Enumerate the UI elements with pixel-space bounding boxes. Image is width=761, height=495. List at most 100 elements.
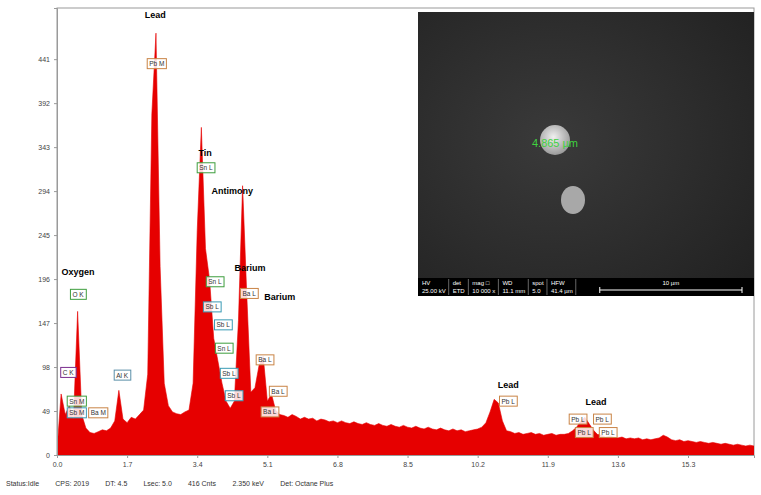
- tick: 1.7: [123, 455, 133, 468]
- tick-label: 294: [38, 188, 50, 195]
- tick-label: 11.9: [542, 461, 555, 468]
- peak-marker-box: [67, 396, 86, 406]
- tick: 98: [42, 364, 57, 371]
- sem-image: [418, 12, 754, 296]
- tick-label: 1.7: [123, 461, 133, 468]
- info-value: 11.1 mm: [502, 288, 525, 294]
- tick: 5.1: [263, 455, 273, 468]
- tick-label: 3.4: [193, 461, 203, 468]
- tick-label: 392: [38, 100, 50, 107]
- scale-bar-end: [599, 287, 600, 293]
- tick-label: 147: [38, 320, 50, 327]
- tick: 49: [42, 408, 57, 415]
- tick-label: 196: [38, 276, 50, 283]
- peak-marker-box: [241, 288, 259, 298]
- tick: 15.3: [682, 455, 696, 468]
- tick-mark: [54, 279, 57, 280]
- tick: 11.9: [542, 455, 555, 468]
- peak-marker: Sb L: [215, 320, 233, 330]
- peak-marker: Sb L: [220, 368, 238, 378]
- info-label: spot: [532, 280, 544, 286]
- peak-marker-label: Al K: [116, 372, 129, 379]
- peak-marker: Sn L: [215, 343, 233, 353]
- peak-marker-label: Ba L: [258, 356, 272, 363]
- peak-marker-box: [147, 59, 166, 69]
- tick-mark: [408, 455, 409, 458]
- element-label: Oxygen: [62, 267, 95, 277]
- peak-marker: C K: [61, 367, 77, 377]
- info-label: WD: [502, 280, 513, 286]
- tick-label: 98: [42, 364, 50, 371]
- info-value: 5.0: [532, 288, 541, 294]
- scale-bar-end: [742, 287, 743, 293]
- peak-marker-label: C K: [63, 369, 75, 376]
- peak-marker-box: [261, 407, 279, 417]
- status-text: 2.350 keV: [232, 480, 264, 487]
- tick-mark: [54, 455, 57, 456]
- peak-marker-box: [215, 343, 233, 353]
- peak-marker-label: Pb L: [571, 416, 585, 423]
- element-label: Lead: [145, 10, 166, 20]
- info-separator: [498, 279, 499, 295]
- info-separator: [448, 279, 449, 295]
- info-value: 41.4 µm: [551, 288, 573, 294]
- tick-label: 13.6: [612, 461, 626, 468]
- status-bar: Status:IdleCPS: 2019DT: 4.5Lsec: 5.0416 …: [6, 480, 334, 487]
- peak-marker-box: [70, 289, 86, 299]
- sem-inset: 4.865 µmHV25.00 kVdetETDmag □10 000 xWD1…: [418, 12, 754, 296]
- info-separator: [546, 279, 547, 295]
- peak-marker-label: Sn L: [199, 164, 213, 171]
- tick: 343: [38, 144, 57, 151]
- info-label: HV: [422, 280, 430, 286]
- tick-mark: [618, 455, 619, 458]
- peak-marker: Pb L: [594, 414, 612, 424]
- info-label: det: [453, 280, 462, 286]
- status-text: DT: 4.5: [105, 480, 127, 487]
- x-axis-line: [58, 456, 755, 459]
- tick: 8.5: [403, 455, 413, 468]
- peak-marker: Ba M: [89, 408, 108, 418]
- peak-marker: Sn L: [206, 277, 224, 287]
- status-text: Det: Octane Plus: [280, 480, 333, 487]
- tick: 392: [38, 100, 57, 107]
- peak-marker: Ba L: [261, 407, 279, 417]
- peak-marker: Pb L: [500, 396, 518, 406]
- peak-marker-label: O K: [72, 291, 84, 298]
- peak-marker-label: Sn M: [69, 398, 84, 405]
- peak-marker-label: Sb L: [222, 370, 236, 377]
- peak-marker-label: Sb L: [205, 303, 219, 310]
- tick-mark: [197, 455, 198, 458]
- tick: 10.2: [471, 455, 485, 468]
- chart: 0.0 1.7 3.4 5.1 6.8 8.5 10.2 11.9 13.6 15.3 0 49 98 1…: [0, 0, 761, 495]
- peak-marker-label: Pb L: [577, 429, 591, 436]
- info-value: 25.00 kV: [422, 288, 446, 294]
- peak-marker: O K: [70, 289, 86, 299]
- peak-marker-box: [225, 391, 243, 401]
- tick: 0.0: [53, 455, 63, 468]
- peak-marker-label: Ba L: [263, 408, 277, 415]
- status-text: Lsec: 5.0: [143, 480, 172, 487]
- info-separator: [468, 279, 469, 295]
- status-text: 416 Cnts: [188, 480, 217, 487]
- peak-marker-box: [220, 368, 238, 378]
- tick-label: 8.5: [403, 461, 413, 468]
- sem-blob: [561, 186, 585, 214]
- tick-mark: [54, 147, 57, 148]
- element-label: Antimony: [212, 186, 254, 196]
- peak-marker-label: Sb M: [69, 409, 84, 416]
- status-text: Status:Idle: [6, 480, 39, 487]
- y-axis-line: [54, 9, 58, 456]
- peak-marker-box: [89, 408, 108, 418]
- y-axis: 04998147196245294343392441: [38, 9, 57, 459]
- tick-label: 15.3: [682, 461, 696, 468]
- tick-mark: [54, 103, 57, 104]
- tick-mark: [267, 455, 268, 458]
- tick: 0: [46, 452, 57, 459]
- tick: 13.6: [612, 455, 626, 468]
- peak-marker-label: Pb L: [601, 429, 615, 436]
- peak-marker-label: Pb L: [596, 416, 610, 423]
- tick: 6.8: [333, 455, 343, 468]
- peak-marker-box: [206, 277, 224, 287]
- peak-marker-label: Sb L: [227, 392, 241, 399]
- tick-label: 441: [38, 56, 50, 63]
